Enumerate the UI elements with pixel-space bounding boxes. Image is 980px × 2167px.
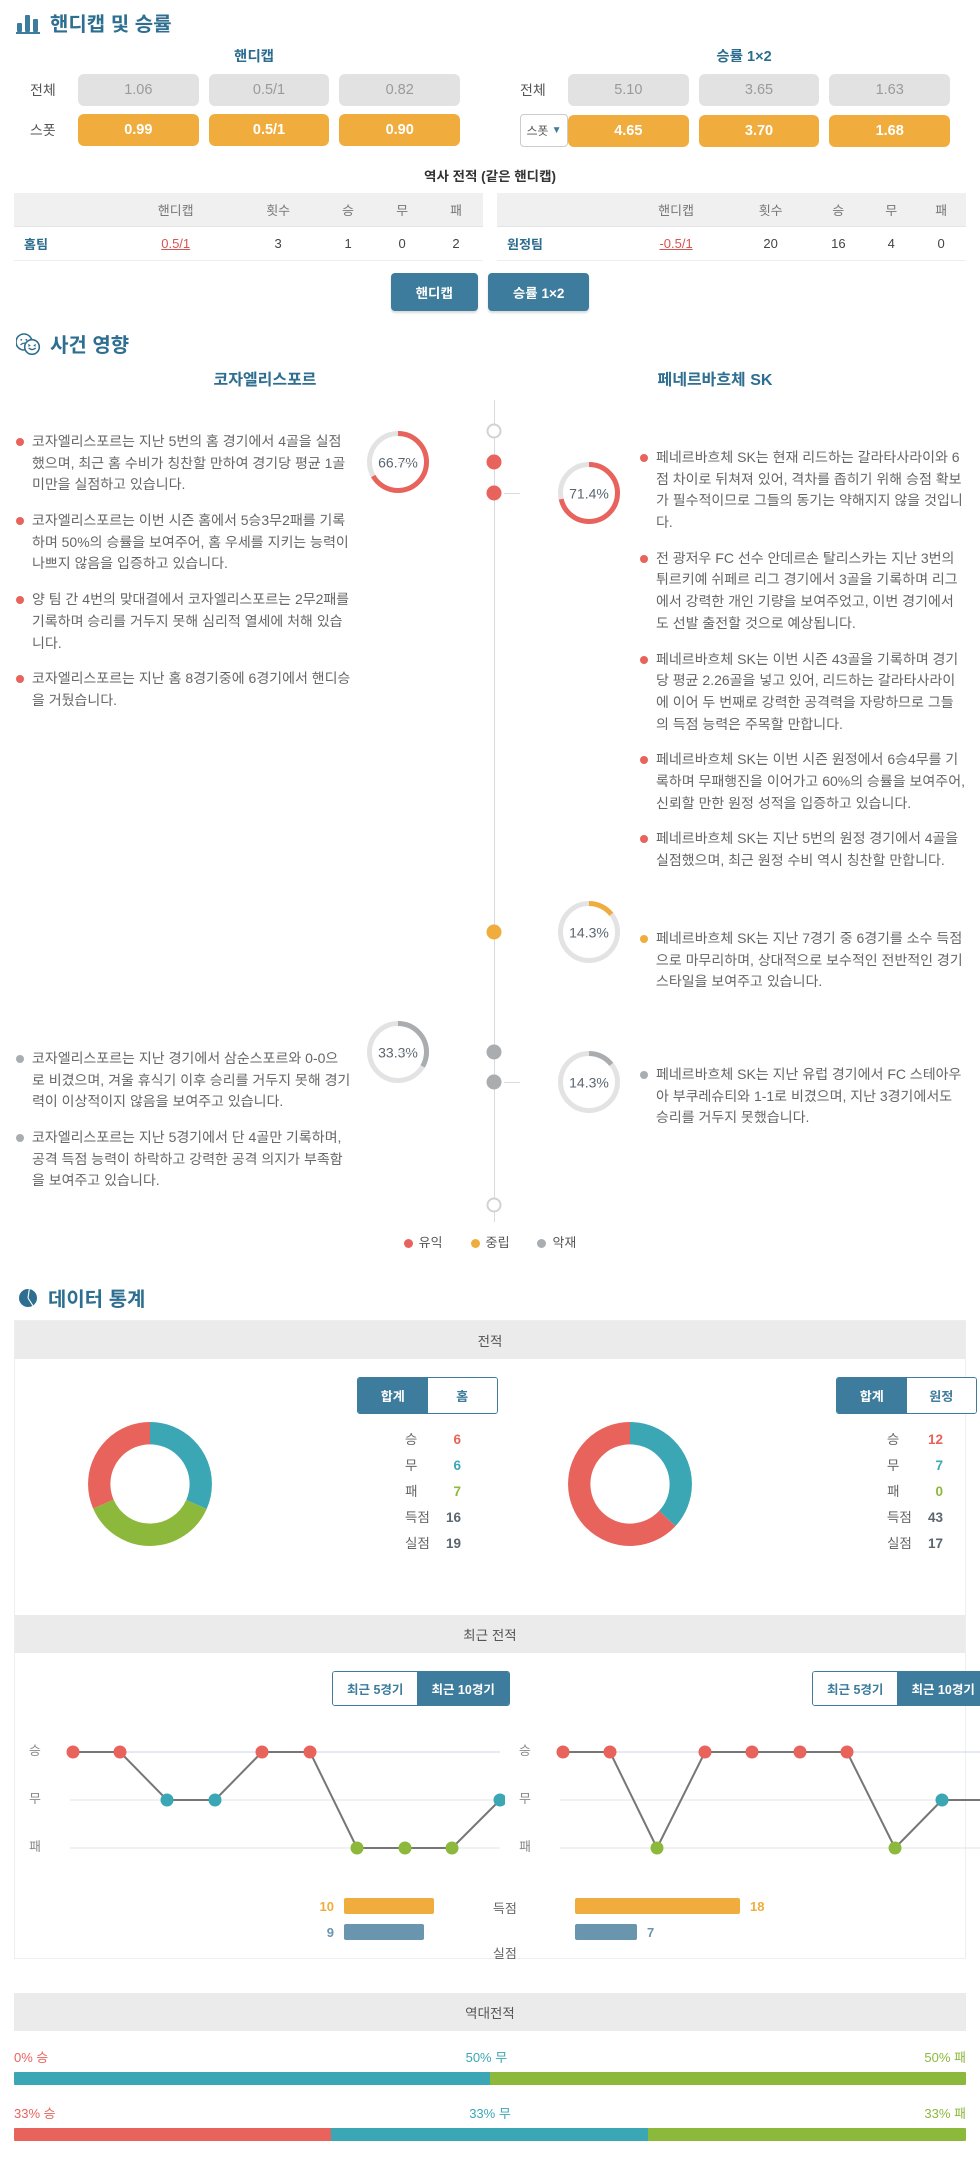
svg-text:승: 승 <box>29 1743 41 1758</box>
svg-text:승: 승 <box>519 1743 531 1758</box>
svg-text:무: 무 <box>29 1791 41 1806</box>
svg-text:무: 무 <box>519 1791 531 1806</box>
svg-text:패: 패 <box>519 1839 531 1854</box>
svg-text:패: 패 <box>29 1839 41 1854</box>
